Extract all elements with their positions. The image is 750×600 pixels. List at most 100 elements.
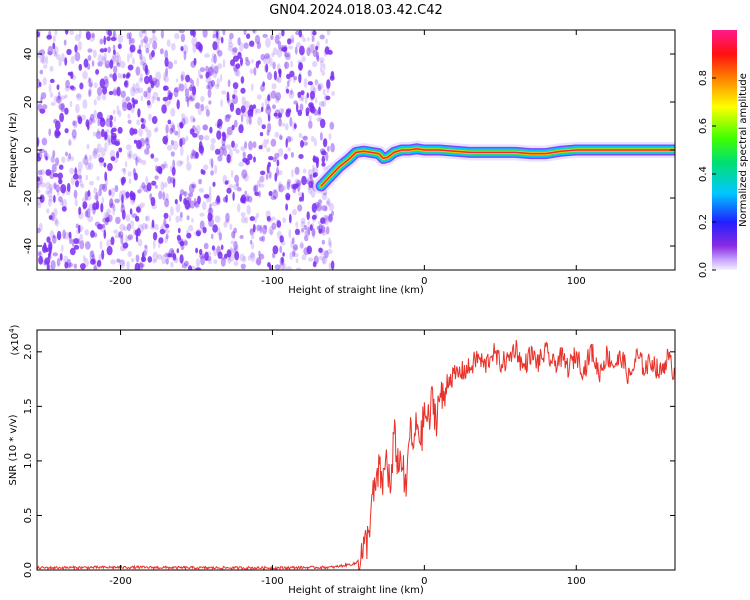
noise-speckle <box>188 86 195 92</box>
noise-speckle <box>100 202 104 213</box>
noise-speckle <box>215 197 221 206</box>
noise-speckle <box>113 116 117 122</box>
noise-speckle <box>119 245 125 252</box>
noise-speckle <box>284 52 290 58</box>
noise-speckle <box>216 35 222 41</box>
noise-speckle <box>291 37 295 43</box>
noise-speckle <box>175 78 179 83</box>
noise-speckle <box>145 90 152 100</box>
noise-speckle <box>37 156 41 162</box>
noise-speckle <box>78 206 82 216</box>
noise-speckle <box>37 152 40 158</box>
noise-speckle <box>64 107 69 115</box>
noise-speckle <box>181 263 188 269</box>
noise-speckle <box>104 60 111 69</box>
noise-speckle <box>306 47 311 57</box>
spectrogram-y-tick-label: 40 <box>23 48 34 61</box>
noise-speckle <box>156 165 162 174</box>
noise-speckle <box>328 262 332 270</box>
noise-speckle <box>246 193 251 202</box>
noise-speckle <box>43 150 48 159</box>
noise-speckle <box>265 105 272 115</box>
noise-speckle <box>120 234 124 245</box>
noise-speckle <box>137 158 143 164</box>
noise-speckle <box>162 96 169 102</box>
noise-speckle <box>150 196 156 207</box>
noise-speckle <box>152 251 159 261</box>
snr-y-multiplier: (x104) <box>8 324 21 355</box>
noise-speckle <box>315 45 319 51</box>
noise-speckle <box>120 90 126 99</box>
noise-speckle <box>55 184 60 193</box>
noise-speckle <box>54 216 58 225</box>
noise-speckle <box>195 102 201 110</box>
noise-speckle <box>115 216 121 225</box>
noise-speckle <box>247 195 253 203</box>
noise-speckle <box>117 33 124 44</box>
noise-speckle <box>260 170 266 176</box>
noise-speckle <box>307 81 313 86</box>
noise-speckle <box>150 153 155 159</box>
noise-speckle <box>216 245 221 256</box>
noise-speckle <box>48 198 52 207</box>
noise-speckle <box>247 112 253 119</box>
noise-speckle <box>181 113 186 119</box>
noise-speckle <box>50 211 55 222</box>
spectrogram-y-tick-label: -20 <box>23 190 34 206</box>
noise-speckle <box>225 251 231 261</box>
noise-speckle <box>133 172 138 181</box>
noise-speckle <box>37 202 42 209</box>
noise-speckle <box>135 254 140 263</box>
noise-speckle <box>185 74 191 83</box>
noise-speckle <box>220 36 224 44</box>
noise-speckle <box>296 42 301 48</box>
noise-speckle <box>76 92 82 101</box>
noise-speckle <box>321 230 327 236</box>
noise-speckle <box>211 245 215 251</box>
noise-speckle <box>90 113 94 121</box>
noise-speckle <box>168 215 172 222</box>
noise-speckle <box>97 111 103 120</box>
noise-speckle <box>186 154 189 164</box>
noise-speckle <box>99 48 105 53</box>
noise-speckle <box>273 112 278 117</box>
noise-speckle <box>231 231 236 239</box>
noise-speckle <box>165 67 169 77</box>
noise-speckle <box>37 169 43 176</box>
noise-speckle <box>176 99 180 110</box>
noise-speckle <box>224 133 230 138</box>
noise-speckle <box>39 54 45 64</box>
noise-speckle <box>231 124 235 131</box>
noise-speckle <box>242 255 247 263</box>
noise-speckle <box>227 154 233 164</box>
noise-speckle <box>194 151 199 159</box>
noise-speckle <box>84 229 90 236</box>
noise-speckle <box>146 143 151 150</box>
noise-speckle <box>113 30 116 34</box>
noise-speckle <box>176 234 181 241</box>
noise-speckle <box>42 244 48 253</box>
noise-speckle <box>210 56 216 63</box>
noise-speckle <box>103 133 108 141</box>
noise-speckle <box>96 259 102 268</box>
noise-speckle <box>252 104 257 109</box>
noise-speckle <box>195 258 200 268</box>
noise-speckle <box>139 73 143 81</box>
noise-speckle <box>310 189 316 198</box>
noise-speckle <box>185 135 189 142</box>
spectrogram-x-axis-label: Height of straight line (km) <box>288 285 424 296</box>
noise-speckle <box>279 235 284 243</box>
noise-speckle <box>141 222 148 230</box>
noise-speckle <box>113 49 116 55</box>
noise-speckle <box>252 30 257 35</box>
noise-speckle <box>78 224 81 234</box>
noise-speckle <box>74 34 81 42</box>
noise-speckle <box>144 64 149 75</box>
noise-speckle <box>46 236 51 243</box>
noise-speckle <box>210 214 214 219</box>
noise-speckle <box>222 30 226 36</box>
noise-speckle <box>257 116 263 126</box>
signal-ridge-layer <box>313 140 675 194</box>
noise-speckle <box>136 119 141 126</box>
noise-speckle <box>93 187 98 195</box>
